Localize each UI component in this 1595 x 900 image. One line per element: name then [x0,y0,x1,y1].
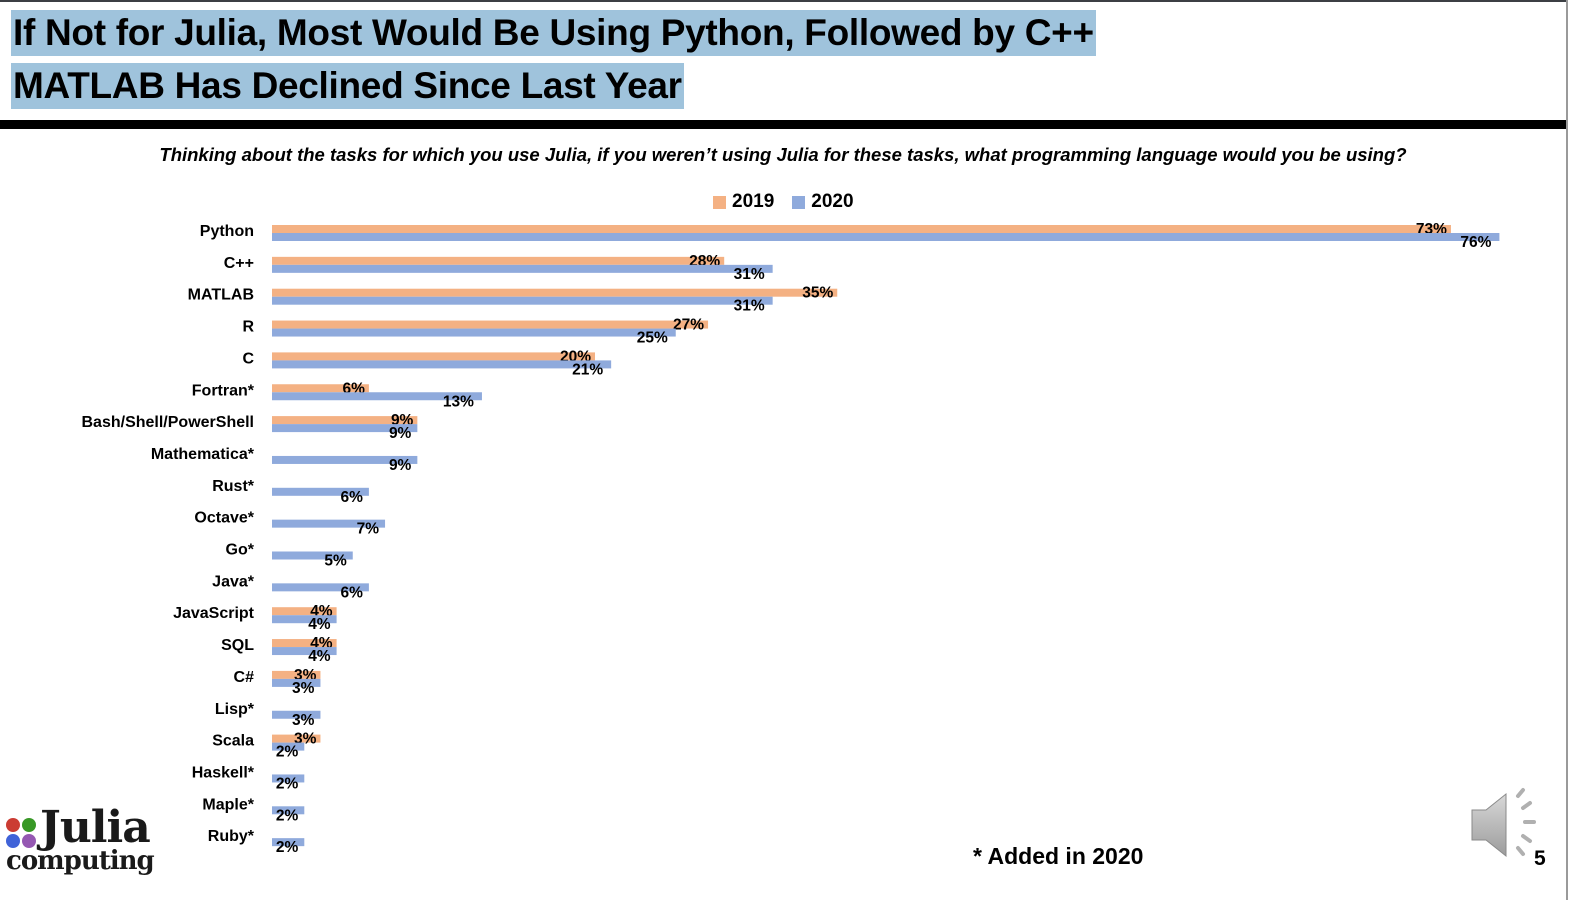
bar-2020-rust [272,487,369,496]
bar-2020-c [272,264,773,273]
bar-2020-javascript [272,615,337,624]
legend-label-2020: 2020 [811,191,854,212]
value-label-2020-lisp: 3% [292,712,315,729]
category-label-octave: Octave* [194,510,254,527]
value-label-2020-sql: 4% [308,648,331,665]
logo-dot-blue [6,834,20,848]
bar-2019-fortran [272,384,369,393]
bar-2019-scala [272,734,321,743]
bar-2020-c [272,678,321,687]
bar-2020-mathematica [272,455,418,464]
bar-2020-haskell [272,774,305,783]
page-number: 5 [1534,847,1546,870]
logo-dot-green [22,818,36,832]
bar-2020-lisp [272,710,321,719]
value-label-2020-octave: 7% [357,521,380,538]
category-label-maple: Maple* [202,796,254,813]
value-label-2020-c: 21% [572,361,603,378]
value-label-2020-matlab: 31% [734,298,765,315]
bar-2020-bash-shell-powershell [272,424,418,433]
bar-2020-fortran [272,392,482,401]
chart-legend: 2019 2020 [713,191,864,213]
logo-dot-red [6,818,20,832]
bar-2020-c [272,360,612,369]
bar-2019-r [272,320,709,329]
category-label-c: C++ [224,255,254,272]
category-label-python: Python [200,223,254,240]
slide-title-line-2: MATLAB Has Declined Since Last Year [11,63,684,109]
bar-2019-bash-shell-powershell [272,416,418,425]
bar-2020-java [272,583,369,592]
bar-2020-sql [272,647,337,656]
category-label-go: Go* [226,542,255,559]
category-label-fortran: Fortran* [192,382,255,399]
slide-title-line-1: If Not for Julia, Most Would Be Using Py… [11,10,1096,56]
legend-swatch-2019 [713,195,726,209]
legend-item-2020: 2020 [792,191,854,213]
value-label-2020-c: 3% [292,680,315,697]
value-label-2020-c: 31% [734,266,765,283]
bar-2019-c [272,256,725,265]
category-label-sql: SQL [221,637,254,654]
bar-2019-sql [272,639,337,648]
bar-2020-go [272,551,353,560]
category-label-mathematica: Mathematica* [151,446,255,463]
bar-2020-matlab [272,296,773,305]
legend-label-2019: 2019 [732,191,775,212]
bar-2020-ruby [272,838,305,847]
value-label-2020-go: 5% [324,553,347,570]
bar-2020-maple [272,806,305,815]
bar-2019-c [272,670,321,679]
bar-2020-octave [272,519,386,528]
window-top-border [0,0,1595,2]
category-label-javascript: JavaScript [173,605,255,622]
category-label-java: Java* [212,573,255,590]
category-label-c: C [242,350,254,367]
value-label-2019-matlab: 35% [802,285,833,302]
bar-2019-c [272,352,595,361]
value-label-2020-scala: 2% [276,744,299,761]
value-label-2020-haskell: 2% [276,775,299,792]
bar-2019-matlab [272,288,838,297]
chart-question: Thinking about the tasks for which you u… [159,144,1407,165]
julia-dots-icon [6,818,38,850]
speaker-icon[interactable] [1468,786,1548,871]
footnote: * Added in 2020 [973,843,1144,869]
category-label-haskell: Haskell* [192,764,255,781]
value-label-2020-java: 6% [340,584,363,601]
value-label-2020-ruby: 2% [276,839,299,856]
value-label-2020-python: 76% [1460,234,1491,251]
title-divider [0,120,1566,129]
value-label-2020-maple: 2% [276,807,299,824]
category-label-matlab: MATLAB [188,287,254,304]
window-right-border [1566,0,1595,900]
legend-swatch-2020 [792,195,806,209]
value-label-2020-bash-shell-powershell: 9% [389,425,412,442]
category-label-rust: Rust* [212,478,255,495]
logo-word-computing: computing [6,846,155,876]
category-label-ruby: Ruby* [208,828,255,845]
bar-2020-python [272,233,1500,241]
value-label-2020-r: 25% [637,330,668,347]
value-label-2020-mathematica: 9% [389,457,412,474]
category-label-bash-shell-powershell: Bash/Shell/PowerShell [82,414,255,431]
logo-dot-purple [22,834,36,848]
bar-2019-python [272,225,1451,233]
category-label-scala: Scala [212,733,254,750]
bar-2020-scala [272,742,305,751]
value-label-2020-javascript: 4% [308,616,331,633]
value-label-2019-r: 27% [673,317,704,334]
category-label-lisp: Lisp* [215,701,255,718]
category-label-c: C# [234,669,255,686]
legend-item-2019: 2019 [713,191,774,213]
logo-word-julia: Julia [40,802,151,853]
value-label-2020-fortran: 13% [443,393,474,410]
bar-2019-javascript [272,607,337,616]
value-label-2020-rust: 6% [340,489,363,506]
category-label-r: R [242,319,254,336]
bar-2020-r [272,328,676,337]
